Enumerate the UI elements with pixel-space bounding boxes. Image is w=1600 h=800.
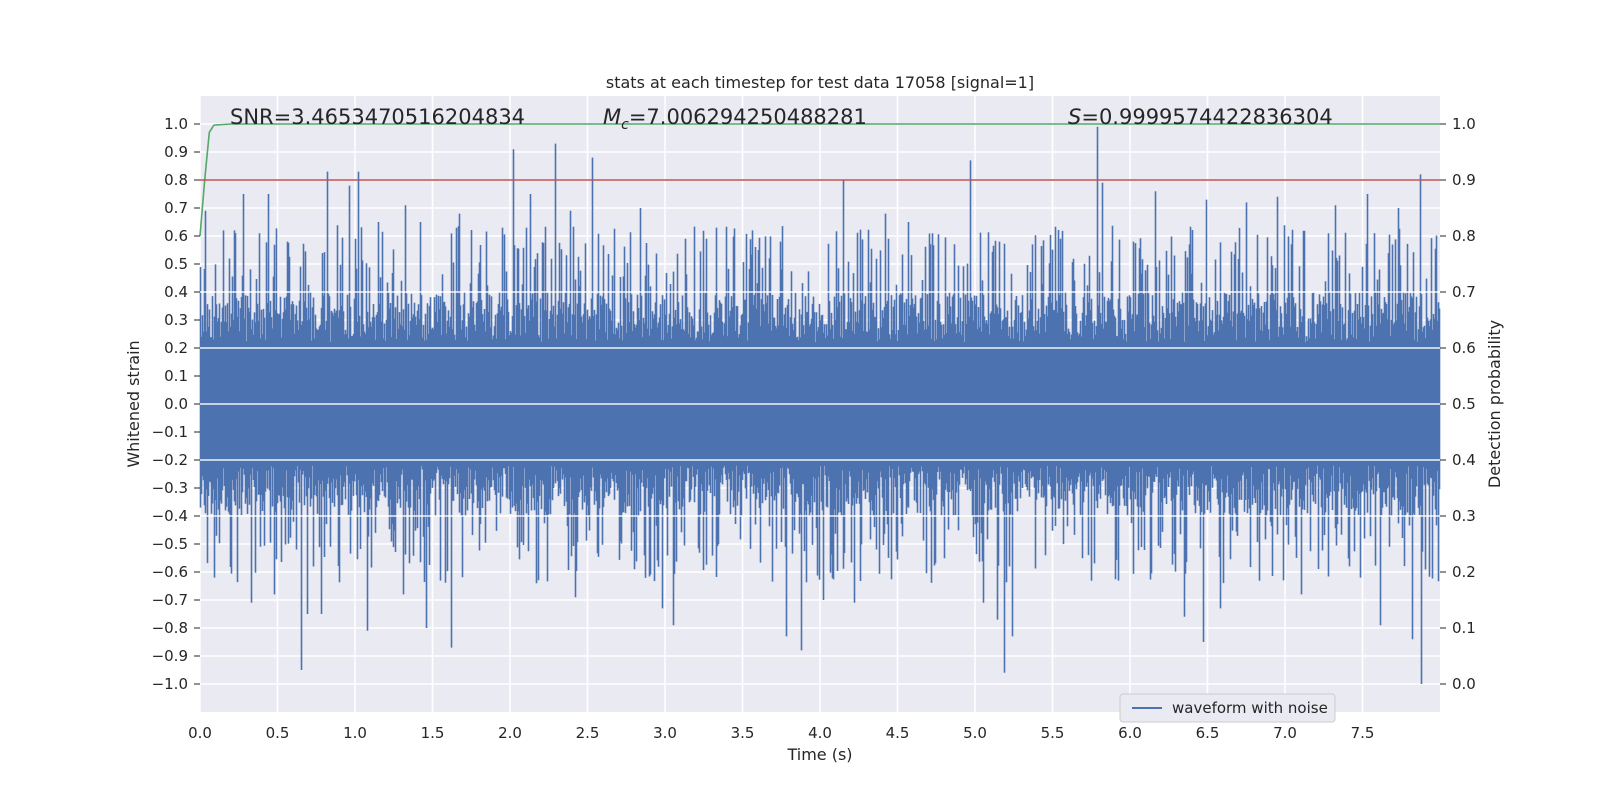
y-tick-label: −1.0 [152,675,188,693]
detection-probability-line [199,123,1440,237]
y2-tick-label: 0.7 [1452,283,1476,301]
legend-box [1119,693,1336,723]
y-tick-label: 0.5 [164,255,188,273]
x-tick-label: 0.5 [266,724,290,742]
y-tick-label: −0.1 [152,423,188,441]
y-axis-label: Whitened strain [124,340,143,467]
waveform-trace [199,126,1441,684]
x-tick-label: 2.0 [498,724,522,742]
x-tick-label: 3.0 [653,724,677,742]
x-tick-label: 1.0 [343,724,367,742]
s-annotation: S=0.9999574422836304 [1068,105,1333,129]
x-tick-label: 5.5 [1041,724,1065,742]
y-tick-label: 0.3 [164,311,188,329]
y-tick-label: 0.0 [164,395,188,413]
y-tick-label: −0.6 [152,563,188,581]
mc-annotation: Mc=7.006294250488281 [603,105,867,133]
y-tick-label: −0.8 [152,619,188,637]
x-tick-label: 0.0 [188,724,212,742]
y-tick-label: −0.2 [152,451,188,469]
x-axis: 0.0 0.5 1.0 1.5 2.0 2.5 3.0 3.5 4.0 4.5 5.0 5.5 6.0 6… [188,724,1374,742]
x-tick-label: 5.0 [963,724,987,742]
y-tick-label: 0.2 [164,339,188,357]
x-tick-label: 1.5 [421,724,445,742]
y2-tick-label: 0.9 [1452,171,1476,189]
y2-tick-label: 0.2 [1452,563,1476,581]
waveform-series [199,126,1441,684]
y-tick-label: −0.5 [152,535,188,553]
y-tick-label: −0.9 [152,647,188,665]
chart-title: stats at each timestep for test data 170… [606,73,1034,92]
snr-annotation: SNR=3.4653470516204834 [230,105,525,129]
s-value: =0.9999574422836304 [1081,105,1332,129]
y-tick-label: 1.0 [164,115,188,133]
y2-tick-label: 0.6 [1452,339,1476,357]
y2-tick-label: 0.0 [1452,675,1476,693]
y2-tick-label: 0.1 [1452,619,1476,637]
x-axis-label: Time (s) [786,745,852,764]
x-tick-label: 4.0 [808,724,832,742]
y-tick-label: 0.6 [164,227,188,245]
x-tick-label: 7.0 [1273,724,1297,742]
x-tick-label: 6.5 [1196,724,1220,742]
y-tick-label: −0.7 [152,591,188,609]
y2-tick-label: 0.4 [1452,451,1476,469]
legend-label: waveform with noise [1172,699,1328,717]
right-axis: 1.0 0.9 0.8 0.7 0.6 0.5 0.4 0.3 0.2 0.1 0.0 [1440,115,1476,693]
y2-tick-label: 0.5 [1452,395,1476,413]
y-tick-label: −0.3 [152,479,188,497]
y-tick-label: 0.8 [164,171,188,189]
legend: waveform with noise [1119,693,1336,723]
y2-axis-label: Detection probability [1485,320,1504,488]
y-tick-label: 0.4 [164,283,188,301]
y2-tick-label: 0.8 [1452,227,1476,245]
x-tick-label: 2.5 [576,724,600,742]
x-tick-label: 3.5 [731,724,755,742]
left-axis: 1.0 0.9 0.8 0.7 0.6 0.5 0.4 0.3 0.2 0.1 0.0 −0.1 −0.… [152,115,200,693]
y2-tick-label: 1.0 [1452,115,1476,133]
x-tick-label: 4.5 [886,724,910,742]
mc-value: =7.006294250488281 [629,105,867,129]
x-tick-label: 7.5 [1351,724,1375,742]
probability-lines [199,123,1440,237]
x-tick-label: 6.0 [1118,724,1142,742]
y-tick-label: 0.1 [164,367,188,385]
y-tick-label: −0.4 [152,507,188,525]
y2-tick-label: 0.3 [1452,507,1476,525]
y-tick-label: 0.9 [164,143,188,161]
y-tick-label: 0.7 [164,199,188,217]
